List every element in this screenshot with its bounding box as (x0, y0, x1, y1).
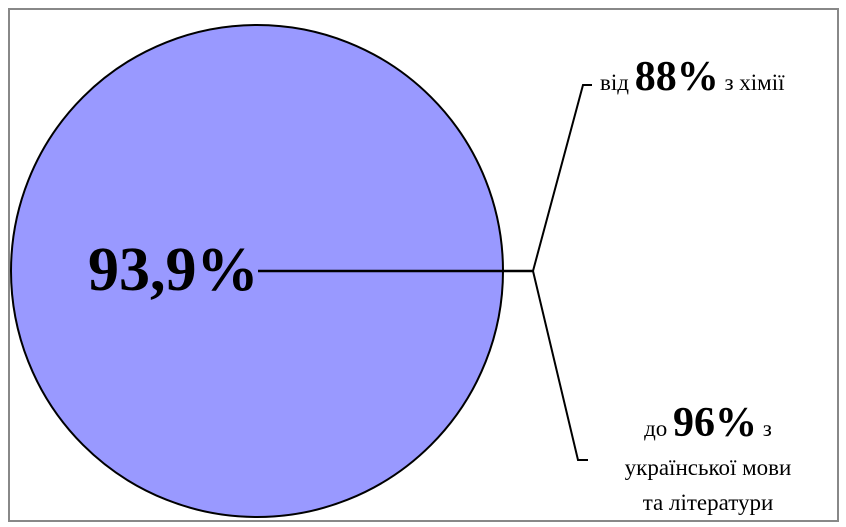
top-suffix: з хімії (724, 70, 785, 95)
bottom-value: 96% (673, 400, 757, 446)
top-prefix: від (600, 70, 629, 95)
bottom-prefix: до (644, 416, 667, 441)
bottom-note: до 96% з (644, 400, 772, 446)
bracket (531, 84, 592, 461)
top-note: від 88% з хімії (600, 54, 785, 100)
bottom-line3: та літератури (643, 490, 774, 515)
center-label: 93,9% (88, 236, 259, 304)
bottom-suffix: з (763, 416, 772, 441)
top-value: 88% (635, 54, 719, 100)
bottom-line2: української мови (625, 455, 792, 480)
